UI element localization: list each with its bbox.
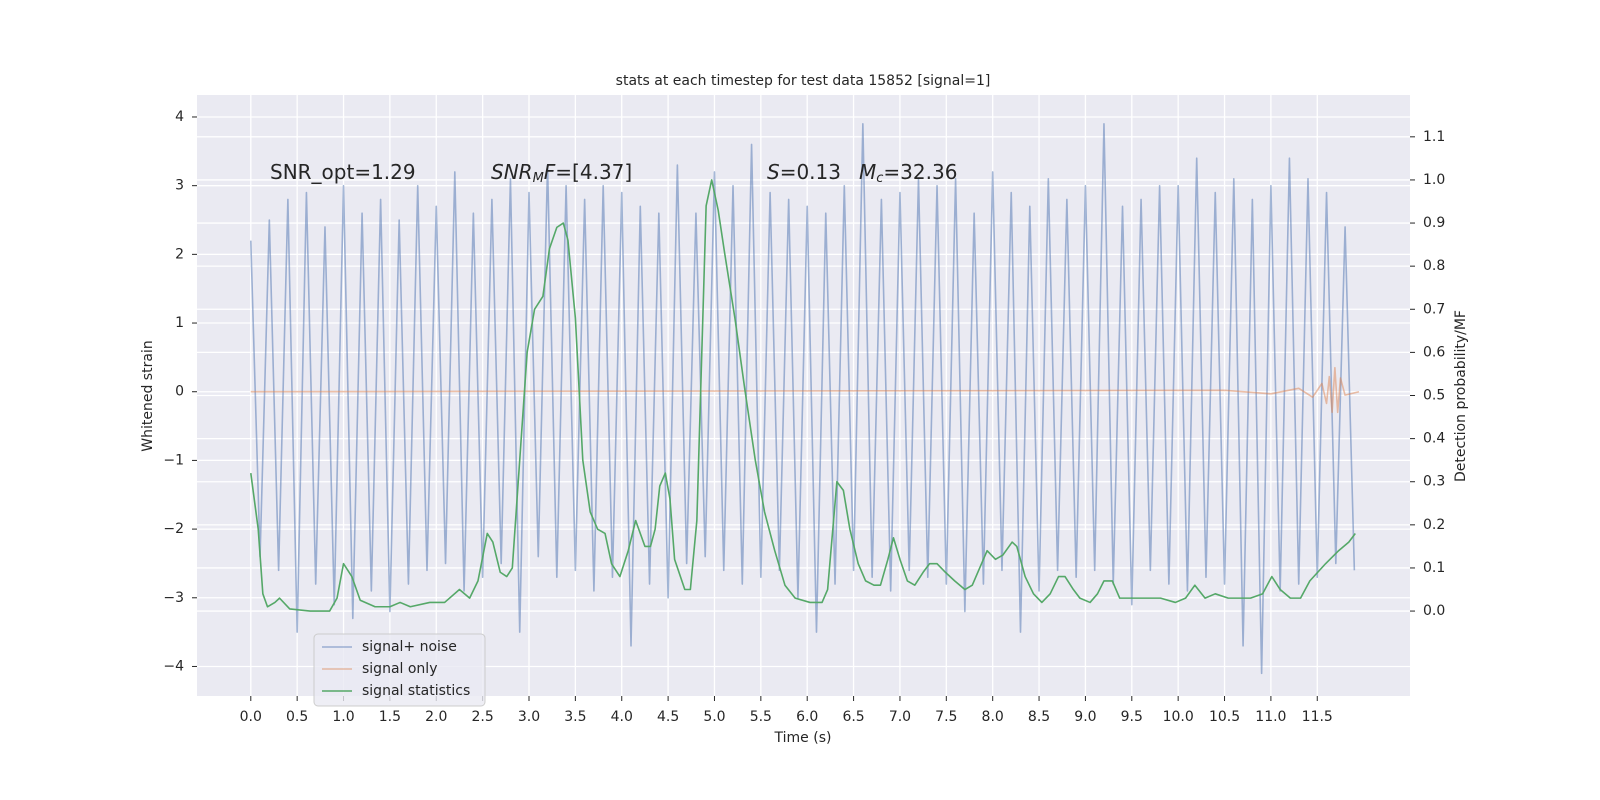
annotation-part: =[4.37] [555, 160, 632, 184]
y2-tick-label: 0.4 [1423, 431, 1445, 447]
series-line [249, 123, 1356, 675]
x-tick-label: 4.0 [611, 709, 633, 725]
x-tick-label: 2.0 [425, 709, 447, 725]
annotation: SNR_opt=1.29 [270, 160, 416, 184]
x-tick-label: 4.5 [657, 709, 679, 725]
y2-tick-label: 0.1 [1423, 560, 1445, 576]
y2-tick-label: 0.6 [1423, 344, 1445, 360]
y2-tick-label: 0.3 [1423, 474, 1445, 490]
x-tick-label: 6.5 [842, 709, 864, 725]
y2-tick-label: 0.9 [1423, 215, 1445, 231]
x-tick-label: 1.5 [379, 709, 401, 725]
x-tick-label: 5.5 [750, 709, 772, 725]
legend-box [313, 633, 486, 707]
x-tick-label: 6.0 [796, 709, 818, 725]
x-tick-label: 8.5 [1028, 709, 1050, 725]
y2-tick-label: 0.2 [1423, 517, 1445, 533]
y2-tick-label: 1.0 [1423, 172, 1445, 188]
annotation-part: S [767, 160, 780, 184]
annotation-part: F [544, 160, 556, 184]
annotation: Mc=32.36 [859, 160, 957, 186]
x-tick-label: 1.0 [332, 709, 354, 725]
y2-tick-label: 1.1 [1423, 129, 1445, 145]
legend-label: signal only [362, 661, 437, 677]
y-tick-label: −4 [163, 658, 184, 674]
x-tick-label: 5.0 [703, 709, 725, 725]
x-tick-label: 8.0 [982, 709, 1004, 725]
y-axis-label: Whitened strain [140, 340, 156, 451]
chart-title: stats at each timestep for test data 158… [616, 73, 991, 89]
annotation-part: M [533, 171, 544, 186]
annotation-part: =32.36 [883, 160, 957, 184]
y-tick-label: −3 [163, 590, 184, 606]
y2-tick-label: 0.7 [1423, 301, 1445, 317]
y2-axis-label: Detection probability/MF [1453, 310, 1469, 482]
y2-tick-label: 0.0 [1423, 603, 1445, 619]
x-tick-label: 9.0 [1074, 709, 1096, 725]
x-tick-label: 2.5 [471, 709, 493, 725]
series-line [250, 366, 1360, 414]
x-axis-label: Time (s) [774, 730, 832, 746]
y-tick-label: 0 [175, 384, 184, 400]
x-tick-label: 10.0 [1163, 709, 1194, 725]
x-tick-label: 10.5 [1209, 709, 1240, 725]
annotation-part: =0.13 [780, 160, 841, 184]
x-tick-label: 7.5 [935, 709, 957, 725]
legend-label: signal+ noise [362, 639, 457, 655]
x-tick-label: 11.0 [1255, 709, 1286, 725]
y2-tick-label: 0.8 [1423, 258, 1445, 274]
annotation-part: SNR [491, 160, 533, 184]
x-tick-label: 0.0 [240, 709, 262, 725]
legend-label: signal statistics [362, 683, 470, 699]
y-tick-label: 2 [175, 246, 184, 262]
annotation: S=0.13 [767, 160, 841, 184]
series-line [249, 179, 1356, 612]
y-tick-label: 4 [175, 109, 184, 125]
y2-tick-label: 0.5 [1423, 388, 1445, 404]
annotation-part: c [876, 171, 883, 186]
annotation-part: SNR_opt=1.29 [270, 160, 416, 184]
x-tick-label: 7.0 [889, 709, 911, 725]
y-tick-label: 3 [175, 178, 184, 194]
x-tick-label: 9.5 [1121, 709, 1143, 725]
annotation-part: M [859, 160, 876, 184]
y-tick-label: −1 [163, 452, 184, 468]
y-tick-label: −2 [163, 521, 184, 537]
x-tick-label: 3.0 [518, 709, 540, 725]
x-tick-label: 11.5 [1302, 709, 1333, 725]
annotation: SNRMF=[4.37] [491, 160, 632, 186]
x-tick-label: 0.5 [286, 709, 308, 725]
y-tick-label: 1 [175, 315, 184, 331]
x-tick-label: 3.5 [564, 709, 586, 725]
